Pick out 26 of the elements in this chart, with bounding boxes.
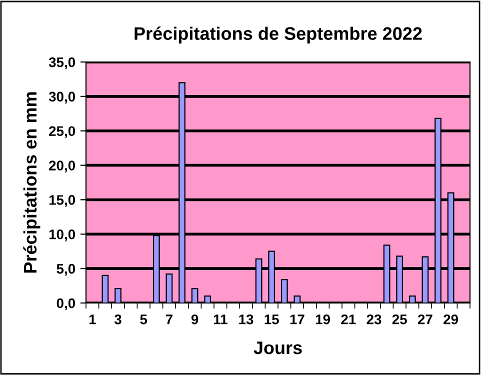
x-tick-label: 29 <box>444 314 458 324</box>
y-tick-label: 15,0 <box>49 195 76 207</box>
y-tick-label: 0,0 <box>56 298 76 310</box>
y-tick-label: 20,0 <box>49 160 76 172</box>
y-tick-label: 35,0 <box>48 57 76 70</box>
x-tick-label: 7 <box>166 314 172 324</box>
x-axis-title: Jours <box>254 342 302 354</box>
x-tick-label: 3 <box>114 314 122 324</box>
x-tick-label: 23 <box>366 314 382 324</box>
x-tick-label: 5 <box>140 314 148 324</box>
x-tick-label: 13 <box>239 314 254 324</box>
y-tick-label: 5,0 <box>56 264 76 276</box>
x-tick-label: 27 <box>418 314 432 324</box>
y-axis-title: Précipitations en mm <box>23 92 40 273</box>
x-tick-label: 19 <box>316 314 330 324</box>
y-tick-label: 25,0 <box>49 126 76 138</box>
chart-title: Précipitations de Septembre 2022 <box>134 26 422 44</box>
x-tick-label: 11 <box>214 314 228 324</box>
x-tick-label: 25 <box>392 314 407 324</box>
x-tick-label: 9 <box>191 314 198 324</box>
y-tick-label: 10,0 <box>49 229 76 242</box>
y-tick-label: 30,0 <box>48 92 76 104</box>
x-tick-label: 15 <box>264 314 279 324</box>
x-tick-label: 21 <box>341 314 356 324</box>
x-tick-label: 17 <box>290 314 304 324</box>
x-tick-label: 1 <box>89 314 96 324</box>
